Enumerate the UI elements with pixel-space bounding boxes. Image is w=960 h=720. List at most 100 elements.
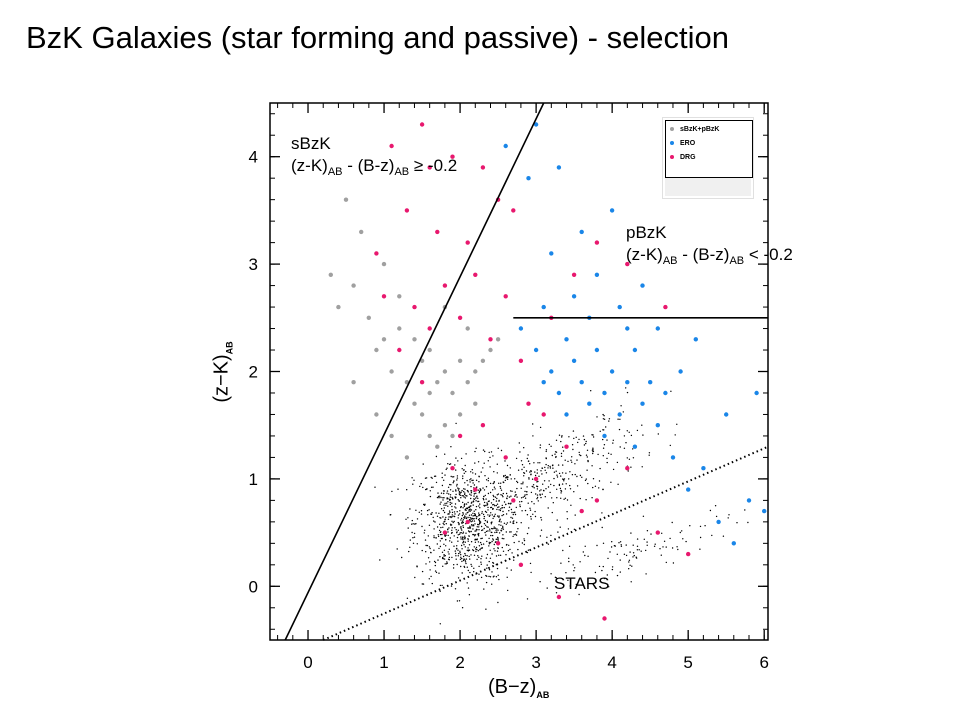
field-point: [470, 485, 472, 488]
x-tick-label: 1: [379, 653, 388, 672]
x-tick-label: 0: [303, 653, 312, 672]
field-point: [500, 521, 502, 523]
field-point: [445, 534, 447, 536]
field-point: [458, 491, 461, 493]
field-point: [535, 493, 537, 495]
point-ero: [632, 347, 638, 353]
field-point: [476, 548, 478, 551]
field-point: [471, 479, 473, 482]
field-point: [623, 553, 626, 555]
field-point: [662, 546, 664, 548]
field-point: [502, 496, 504, 498]
field-point: [451, 520, 453, 522]
field-point: [470, 541, 473, 543]
field-point: [413, 532, 416, 535]
field-point: [523, 475, 525, 477]
field-point: [671, 547, 674, 549]
field-point: [409, 539, 411, 541]
field-point: [643, 538, 645, 540]
field-point: [510, 495, 512, 497]
point-ero: [655, 326, 660, 331]
field-point: [448, 527, 450, 529]
field-point: [454, 513, 456, 515]
field-point: [520, 522, 522, 524]
field-point: [599, 430, 601, 432]
field-point: [493, 495, 495, 498]
field-point: [438, 497, 440, 499]
field-point: [466, 582, 468, 584]
field-point: [469, 510, 471, 512]
field-point: [453, 480, 455, 483]
field-point: [504, 474, 506, 477]
field-point: [478, 505, 480, 507]
field-point: [472, 512, 474, 514]
point-drg: [556, 594, 562, 600]
field-point: [413, 536, 416, 538]
field-point: [640, 550, 642, 552]
field-point: [603, 415, 605, 417]
point-ero: [716, 519, 721, 525]
field-point: [514, 495, 516, 497]
field-point: [526, 532, 529, 535]
field-point: [454, 527, 456, 529]
field-point: [477, 541, 480, 543]
field-point: [728, 514, 730, 516]
field-point: [496, 463, 498, 465]
field-point: [437, 559, 439, 561]
point-ero: [602, 390, 607, 396]
field-point: [474, 513, 476, 516]
field-point: [607, 557, 609, 560]
field-point: [451, 527, 453, 529]
field-point: [556, 474, 558, 476]
field-point: [536, 469, 538, 471]
field-point: [747, 521, 749, 524]
field-point: [449, 537, 451, 539]
series-points-layer: [328, 122, 767, 621]
field-point: [496, 494, 498, 496]
field-point: [450, 516, 452, 519]
field-point: [441, 533, 443, 536]
field-point: [459, 552, 461, 554]
field-point: [539, 462, 541, 464]
field-point: [476, 486, 478, 488]
field-point: [552, 502, 554, 504]
field-point: [506, 522, 509, 524]
field-point: [451, 516, 453, 518]
field-point: [439, 556, 441, 558]
field-point: [470, 494, 472, 496]
field-point: [490, 512, 492, 514]
field-point: [509, 474, 511, 476]
field-point: [477, 519, 480, 521]
point-ero: [640, 283, 645, 288]
field-point: [472, 524, 475, 526]
field-point: [465, 532, 467, 534]
field-point: [461, 560, 463, 563]
field-point: [457, 521, 459, 524]
field-point: [629, 551, 631, 553]
field-point: [412, 542, 415, 544]
field-point: [478, 476, 480, 478]
field-point: [486, 502, 488, 504]
field-point: [478, 529, 480, 531]
field-point: [448, 498, 451, 500]
field-point: [501, 494, 503, 497]
field-point: [608, 586, 610, 588]
point-ero: [571, 358, 577, 363]
field-point: [449, 483, 451, 486]
field-point: [499, 485, 501, 488]
field-point: [449, 503, 451, 506]
field-point: [541, 473, 543, 475]
field-point: [485, 479, 488, 481]
field-point: [409, 546, 411, 548]
field-point: [473, 484, 476, 486]
field-point: [500, 530, 503, 532]
field-point: [470, 497, 472, 500]
field-point: [464, 535, 466, 537]
field-point: [473, 535, 476, 537]
field-point: [441, 484, 444, 487]
field-point: [468, 544, 471, 546]
field-point: [466, 512, 468, 514]
field-point: [469, 481, 471, 483]
field-point: [458, 493, 461, 496]
field-point: [484, 475, 486, 477]
